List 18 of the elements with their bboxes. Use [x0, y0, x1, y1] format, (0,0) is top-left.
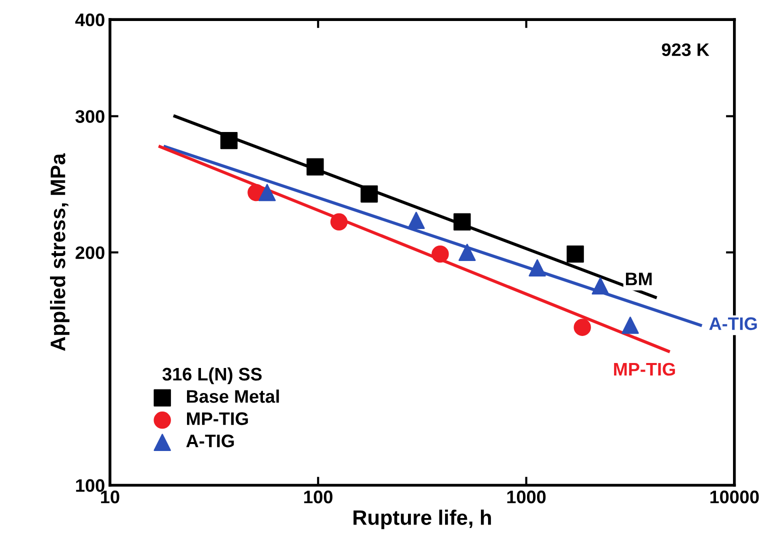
y-tick-label: 300: [75, 110, 104, 123]
x-tick-label: 10000: [710, 490, 759, 504]
x-axis-title: Rupture life, h: [354, 510, 491, 530]
series-label: A-TIG: [709, 317, 757, 330]
x-tick-label: 100: [304, 490, 332, 504]
y-tick-label: 200: [76, 246, 104, 260]
legend-label: Base Metal: [187, 390, 279, 403]
x-tick-label: 10: [101, 490, 120, 504]
series-label: MP-TIG: [614, 362, 675, 376]
legend-label: A-TIG: [186, 434, 234, 448]
y-axis-title: Applied stress, MPa: [50, 153, 70, 351]
annotation: 923 K: [662, 43, 710, 56]
x-tick-label: 1000: [507, 490, 546, 504]
y-tick-label: 400: [75, 14, 104, 26]
series-label: BM: [626, 272, 652, 286]
legend-title: 316 L(N) SS: [162, 367, 262, 384]
y-tick-label: 100: [76, 479, 104, 492]
legend-label: MP-TIG: [187, 412, 248, 426]
